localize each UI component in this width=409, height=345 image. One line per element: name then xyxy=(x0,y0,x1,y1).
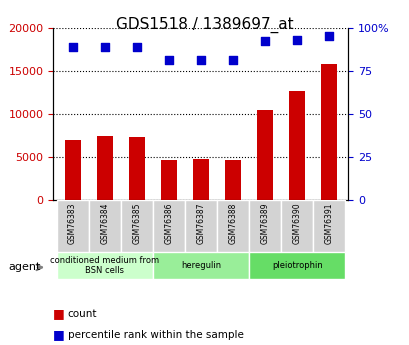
Bar xyxy=(160,159,176,200)
Bar xyxy=(256,110,272,200)
Point xyxy=(133,44,139,49)
Point xyxy=(101,44,108,49)
Text: heregulin: heregulin xyxy=(180,261,220,270)
FancyBboxPatch shape xyxy=(120,200,153,252)
Point xyxy=(293,37,300,42)
Point xyxy=(261,39,268,44)
FancyBboxPatch shape xyxy=(153,200,184,252)
Text: GSM76387: GSM76387 xyxy=(196,203,205,244)
FancyBboxPatch shape xyxy=(56,200,88,252)
Text: GSM76384: GSM76384 xyxy=(100,203,109,244)
FancyBboxPatch shape xyxy=(248,200,281,252)
Text: GSM76388: GSM76388 xyxy=(228,203,237,244)
Text: percentile rank within the sample: percentile rank within the sample xyxy=(67,330,243,339)
FancyBboxPatch shape xyxy=(153,252,248,279)
Text: GSM76383: GSM76383 xyxy=(68,203,77,244)
Text: GSM76390: GSM76390 xyxy=(292,203,301,244)
FancyBboxPatch shape xyxy=(312,200,344,252)
FancyBboxPatch shape xyxy=(56,252,153,279)
Text: conditioned medium from
BSN cells: conditioned medium from BSN cells xyxy=(50,256,159,275)
Bar xyxy=(128,137,144,200)
Bar xyxy=(192,159,209,200)
Text: count: count xyxy=(67,309,97,319)
Bar xyxy=(225,159,240,200)
FancyBboxPatch shape xyxy=(184,200,216,252)
Text: pleiotrophin: pleiotrophin xyxy=(271,261,322,270)
Bar xyxy=(97,136,112,200)
FancyBboxPatch shape xyxy=(88,200,120,252)
Text: GDS1518 / 1389697_at: GDS1518 / 1389697_at xyxy=(116,17,293,33)
Point xyxy=(229,58,236,63)
Text: GSM76389: GSM76389 xyxy=(260,203,269,244)
Text: GSM76386: GSM76386 xyxy=(164,203,173,244)
Bar xyxy=(320,64,337,200)
Text: ■: ■ xyxy=(53,307,65,321)
Bar xyxy=(64,140,81,200)
Text: ■: ■ xyxy=(53,328,65,341)
Point xyxy=(69,44,76,49)
Text: GSM76385: GSM76385 xyxy=(132,203,141,244)
Point xyxy=(325,33,332,39)
Bar xyxy=(288,90,304,200)
FancyBboxPatch shape xyxy=(248,252,344,279)
FancyBboxPatch shape xyxy=(281,200,312,252)
Point xyxy=(165,58,172,63)
Point xyxy=(197,58,204,63)
Text: GSM76391: GSM76391 xyxy=(324,203,333,244)
FancyBboxPatch shape xyxy=(216,200,248,252)
Text: agent: agent xyxy=(8,263,40,272)
